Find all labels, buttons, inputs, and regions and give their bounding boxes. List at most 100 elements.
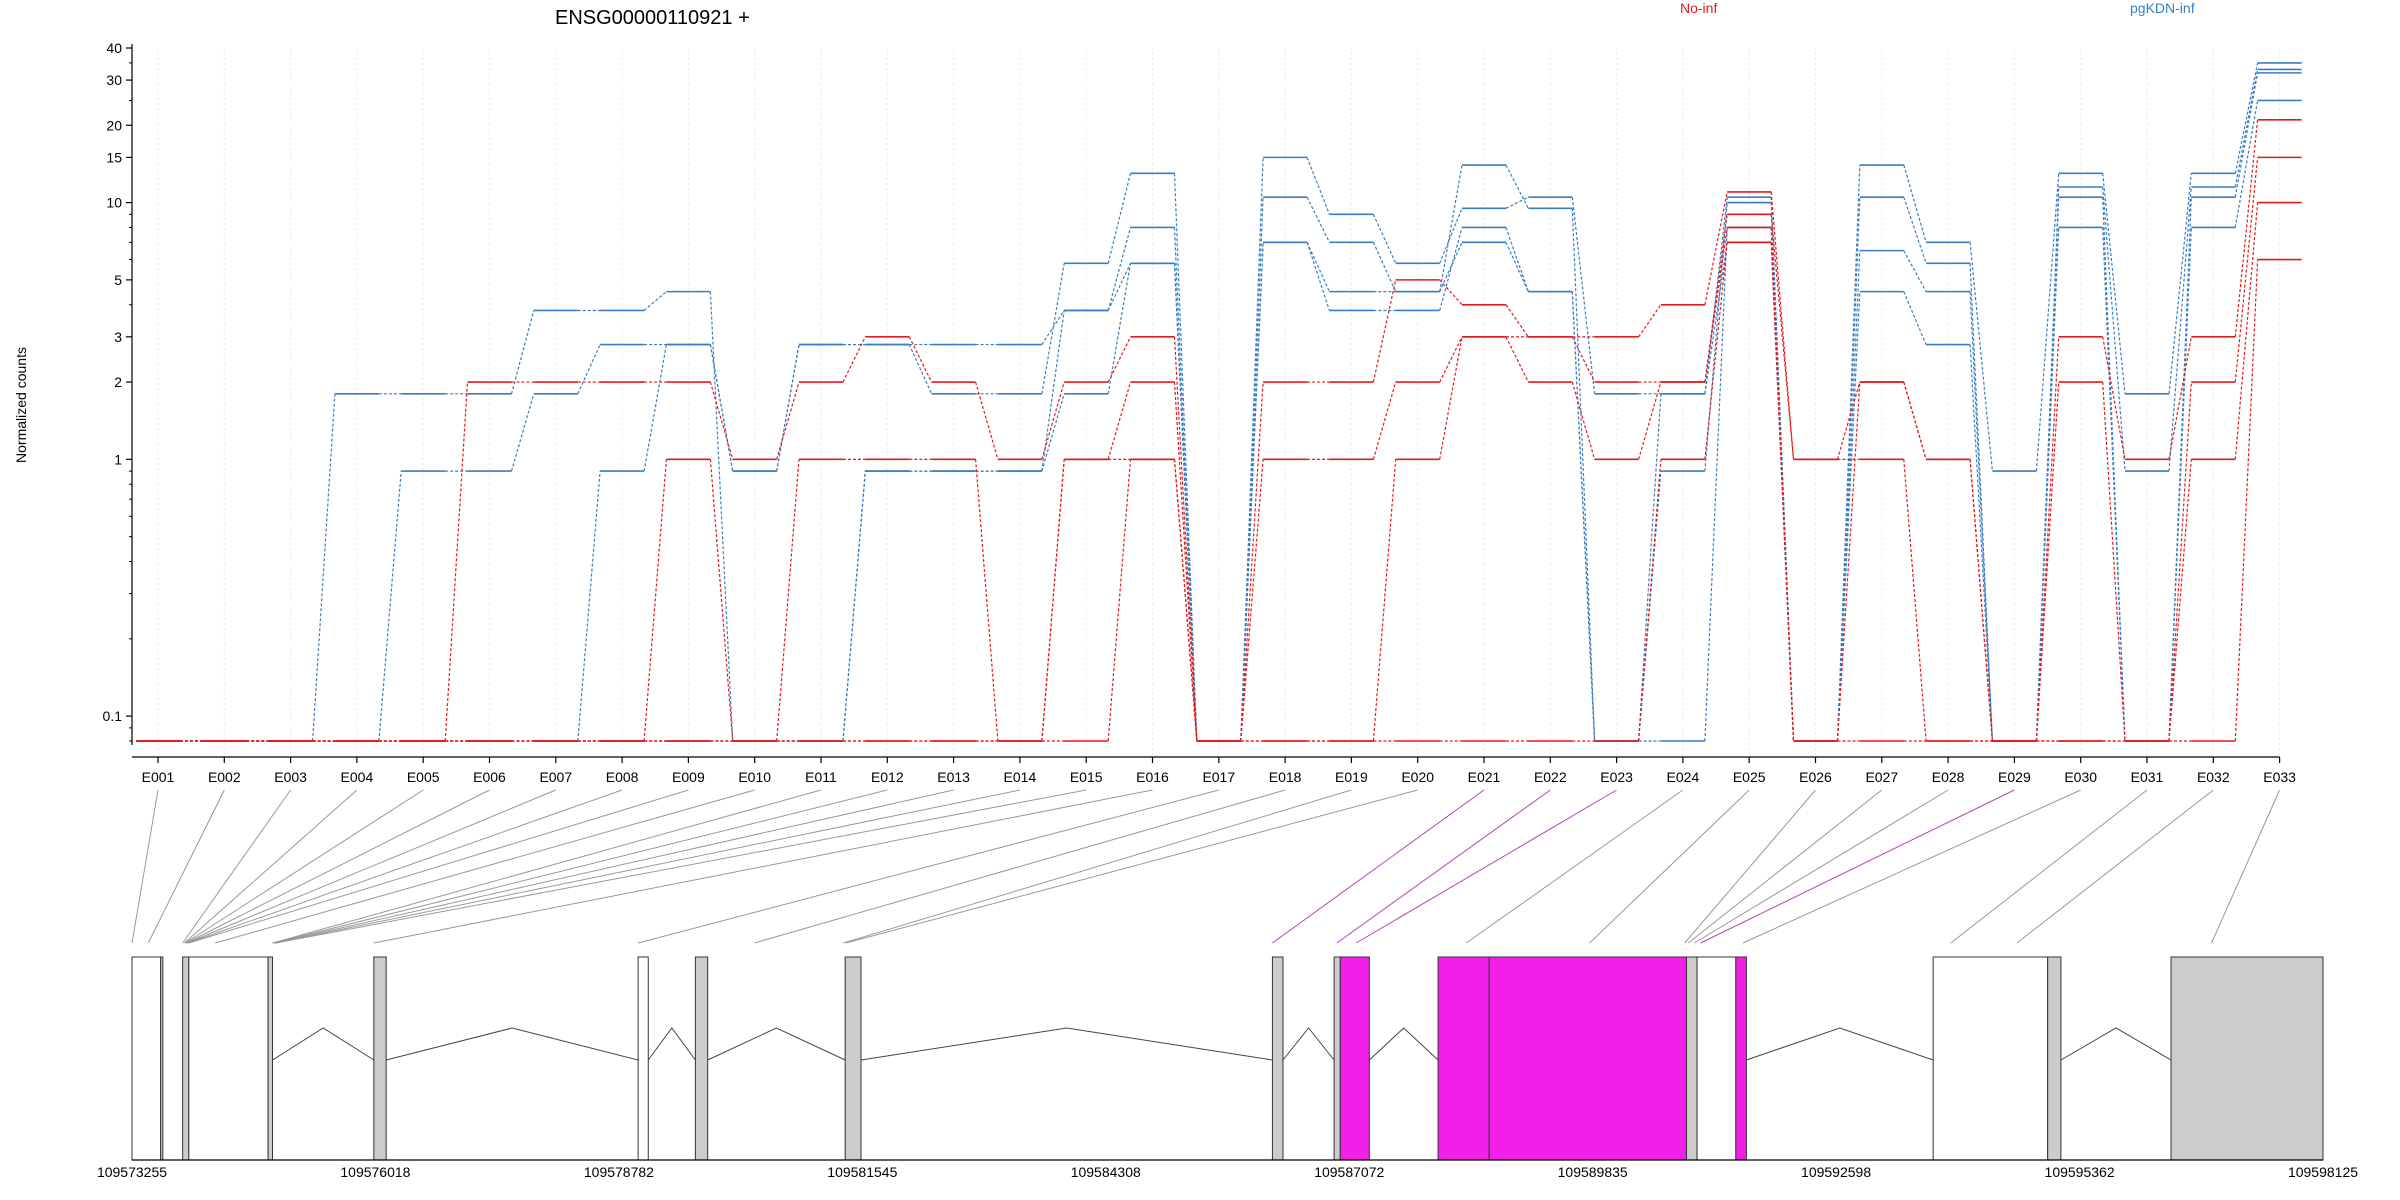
series-transition bbox=[1969, 459, 1993, 742]
series-transition bbox=[1770, 242, 1795, 742]
x-tick-label: E020 bbox=[1401, 769, 1434, 785]
connector-line-highlight bbox=[1336, 789, 1551, 944]
genome-tick-label: 109592598 bbox=[1801, 1164, 1871, 1180]
x-tick-label: E025 bbox=[1733, 769, 1766, 785]
series-pgkdn-inf bbox=[136, 68, 2302, 742]
series-transition bbox=[776, 381, 800, 460]
connector-line-highlight bbox=[1355, 789, 1617, 944]
series-transition bbox=[709, 381, 734, 460]
x-tick-label: E013 bbox=[937, 769, 970, 785]
y-tick-label: 3 bbox=[114, 329, 122, 345]
connector-line bbox=[188, 789, 689, 944]
x-tick-label: E014 bbox=[1004, 769, 1037, 785]
connector-line bbox=[2211, 789, 2281, 944]
series-transition bbox=[2168, 459, 2192, 742]
connector-line bbox=[182, 789, 292, 944]
intron-line bbox=[1282, 1027, 1335, 1061]
genome-tick-label: 109578782 bbox=[584, 1164, 654, 1180]
connector-line bbox=[185, 789, 490, 944]
series-transition bbox=[1173, 227, 1198, 742]
series-transition bbox=[1372, 381, 1397, 460]
series-transition bbox=[1240, 459, 1264, 742]
series-transition bbox=[1372, 279, 1397, 383]
series-transition bbox=[2234, 69, 2259, 188]
genome-tick-label: 109587072 bbox=[1314, 1164, 1384, 1180]
x-tick-label: E028 bbox=[1932, 769, 1965, 785]
series-no-inf bbox=[136, 241, 2302, 742]
exon-block bbox=[2170, 956, 2324, 1161]
series-transition bbox=[1704, 242, 1728, 460]
x-tick-label: E001 bbox=[142, 769, 175, 785]
series-transition bbox=[1041, 381, 1065, 460]
y-tick-label: 10 bbox=[106, 195, 122, 211]
series-transition bbox=[2102, 173, 2126, 394]
x-tick-label: E026 bbox=[1799, 769, 1832, 785]
series-transition bbox=[1439, 208, 1463, 264]
series-transition bbox=[2168, 173, 2192, 394]
exon-block bbox=[131, 956, 162, 1161]
series-transition bbox=[643, 291, 667, 311]
series-transition bbox=[1704, 242, 1728, 394]
series-transition bbox=[1240, 242, 1264, 742]
series-transition bbox=[577, 471, 601, 742]
exon-block bbox=[844, 956, 862, 1161]
series-transition bbox=[1505, 336, 1529, 383]
series-transition bbox=[1903, 459, 1927, 742]
series-transition bbox=[2234, 119, 2259, 337]
series-transition bbox=[1041, 263, 1065, 394]
series-transition bbox=[1505, 196, 1529, 209]
x-tick-label: E010 bbox=[738, 769, 771, 785]
exon-block bbox=[1932, 956, 2049, 1161]
series-transition bbox=[1372, 459, 1397, 742]
series-transition bbox=[2168, 186, 2192, 472]
connector-line bbox=[1950, 789, 2148, 944]
x-tick-label: E030 bbox=[2064, 769, 2097, 785]
series-transition bbox=[2234, 100, 2259, 228]
connector-line bbox=[1465, 789, 1684, 944]
series-transition bbox=[378, 471, 402, 742]
connector-line bbox=[185, 789, 424, 944]
x-tick-label: E019 bbox=[1335, 769, 1368, 785]
x-tick-label: E033 bbox=[2263, 769, 2296, 785]
x-tick-label: E003 bbox=[274, 769, 307, 785]
series-transition bbox=[1969, 344, 1993, 742]
x-tick-label: E018 bbox=[1269, 769, 1302, 785]
exon-block bbox=[1488, 956, 1687, 1161]
x-tick-label: E027 bbox=[1865, 769, 1898, 785]
series-transition bbox=[1704, 214, 1728, 383]
intron-line bbox=[2060, 1027, 2172, 1061]
exon-block bbox=[694, 956, 709, 1161]
gene-model bbox=[131, 956, 2324, 1161]
x-tick-label: E002 bbox=[208, 769, 241, 785]
intron-line bbox=[860, 1027, 1273, 1061]
chart-title: ENSG00000110921 + bbox=[555, 7, 750, 29]
series-transition bbox=[1041, 459, 1065, 742]
exon-block bbox=[188, 956, 269, 1161]
connector-line bbox=[275, 789, 1021, 944]
series-transition bbox=[1571, 208, 1596, 742]
series-transition bbox=[2102, 382, 2126, 742]
x-tick-label: E011 bbox=[805, 769, 837, 785]
intron-line bbox=[1746, 1027, 1934, 1061]
connector-line bbox=[186, 789, 556, 944]
series-transition bbox=[1571, 381, 1596, 460]
connector-line bbox=[187, 789, 623, 944]
x-tick-label: E029 bbox=[1998, 769, 2031, 785]
series-transition bbox=[1439, 242, 1463, 292]
series-transition bbox=[1306, 242, 1330, 292]
connector-line bbox=[2016, 789, 2214, 944]
exon-block bbox=[182, 956, 190, 1161]
connector-line bbox=[147, 789, 225, 944]
series-transition bbox=[1372, 214, 1397, 264]
series-transition bbox=[842, 471, 866, 742]
series-transition bbox=[1107, 336, 1132, 383]
series-transition bbox=[1903, 250, 1927, 292]
series-transition bbox=[1704, 227, 1728, 383]
x-tick-label: E008 bbox=[606, 769, 639, 785]
series-transition bbox=[1903, 381, 1927, 460]
series-transition bbox=[1306, 196, 1330, 243]
series-transition bbox=[1836, 291, 1861, 742]
exon-connectors bbox=[131, 789, 2281, 944]
connector-line bbox=[1742, 789, 2081, 944]
